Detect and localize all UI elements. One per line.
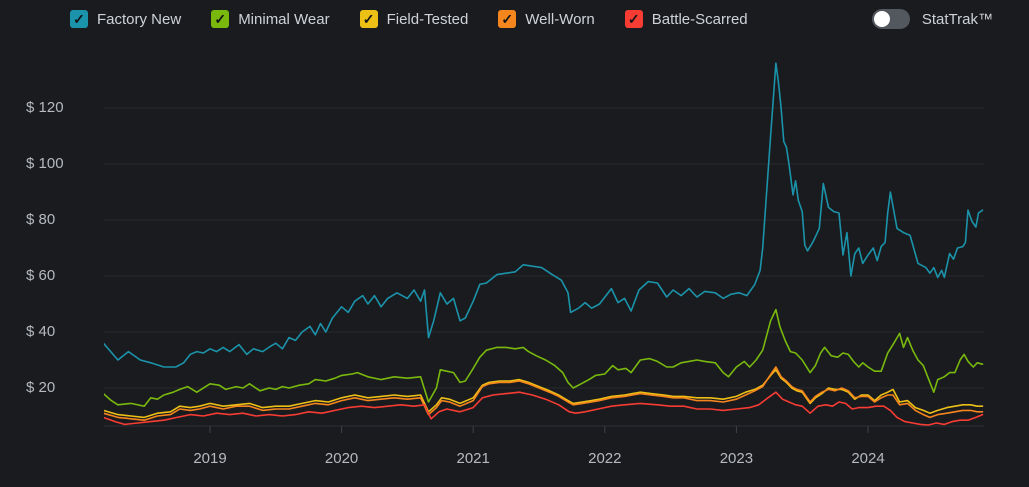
y-axis-label: $ 20: [26, 379, 56, 396]
toggle-knob-icon: [873, 11, 890, 27]
legend-item-well-worn[interactable]: ✓ Well-Worn: [498, 10, 595, 28]
checkbox-field-tested[interactable]: ✓: [359, 10, 378, 28]
check-icon: ✓: [73, 11, 85, 27]
y-axis-label: $ 100: [26, 155, 64, 172]
legend-item-factory-new[interactable]: ✓ Factory New: [70, 10, 181, 28]
series-line-battle-scarred: [104, 391, 984, 426]
x-axis-label: 2022: [588, 450, 622, 467]
series-line-well-worn: [104, 366, 984, 422]
y-axis-label: $ 40: [26, 323, 56, 340]
legend-item-field-tested[interactable]: ✓ Field-Tested: [359, 10, 469, 28]
x-axis-label: 2019: [193, 450, 227, 467]
check-icon: ✓: [362, 11, 375, 27]
stattrak-group: StatTrak™: [871, 9, 993, 29]
series-line-factory-new: [104, 62, 984, 368]
check-icon: ✓: [627, 11, 640, 27]
y-axis-label: $ 60: [26, 267, 56, 284]
legend-item-battle-scarred[interactable]: ✓ Battle-Scarred: [624, 10, 748, 28]
checkbox-minimal-wear[interactable]: ✓: [211, 10, 230, 28]
legend-label: Battle-Scarred: [651, 10, 748, 28]
checkbox-battle-scarred[interactable]: ✓: [624, 10, 643, 28]
stattrak-label: StatTrak™: [921, 10, 993, 28]
legend-item-minimal-wear[interactable]: ✓ Minimal Wear: [211, 10, 330, 28]
check-icon: ✓: [501, 11, 514, 27]
legend-label: Minimal Wear: [238, 10, 330, 28]
stattrak-toggle[interactable]: [871, 9, 910, 29]
legend-label: Field-Tested: [386, 10, 469, 28]
legend-label: Factory New: [97, 10, 182, 28]
series-line-field-tested: [104, 368, 984, 419]
y-axis-label: $ 120: [26, 99, 64, 116]
legend-label: Well-Worn: [525, 10, 595, 28]
y-axis-label: $ 80: [26, 211, 56, 228]
checkbox-well-worn[interactable]: ✓: [498, 10, 517, 28]
series-line-minimal-wear: [104, 308, 984, 408]
check-icon: ✓: [214, 11, 227, 27]
x-axis-label: 2024: [851, 450, 885, 467]
legend-bar: ✓ Factory New ✓ Minimal Wear ✓ Field-Tes…: [0, 0, 1029, 38]
checkbox-factory-new[interactable]: ✓: [70, 10, 88, 28]
x-axis-label: 2021: [456, 450, 490, 467]
x-axis-label: 2023: [719, 450, 754, 467]
x-axis-label: 2020: [324, 450, 359, 467]
